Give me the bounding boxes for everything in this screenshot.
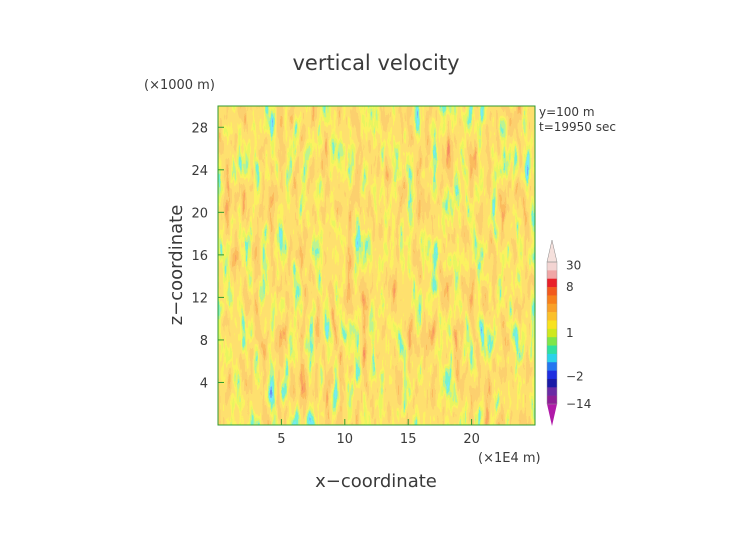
- colorbar-tick-label: 8: [566, 280, 574, 294]
- plot-frame: [217, 105, 536, 426]
- colorbar-segment: [547, 387, 557, 396]
- y-tick-label: 12: [191, 291, 208, 306]
- colorbar-segment: [547, 295, 557, 305]
- annotation-y-position: y=100 m: [539, 105, 595, 119]
- colorbar-segment: [547, 320, 557, 330]
- x-axis-label: x−coordinate: [315, 471, 437, 492]
- colorbar-segment: [547, 278, 557, 288]
- y-tick-label: 24: [191, 164, 208, 179]
- x-unit-label: (×1E4 m): [478, 451, 541, 466]
- colorbar-segment: [547, 353, 557, 363]
- colorbar-tick-label: −14: [566, 397, 591, 411]
- y-tick-label: 20: [191, 206, 208, 221]
- colorbar-segment: [547, 337, 557, 346]
- colorbar-under-arrow: [547, 404, 557, 426]
- colorbar: 30 8 1 −2 −14: [546, 239, 591, 426]
- colorbar-segment: [547, 287, 557, 296]
- annotation-time: t=19950 sec: [539, 120, 616, 134]
- colorbar-tick-label: 30: [566, 258, 581, 272]
- colorbar-tick-label: 1: [566, 326, 574, 340]
- x-tick-label: 5: [277, 432, 285, 447]
- y-axis-label: z−coordinate: [166, 205, 187, 326]
- y-tick-label: 8: [200, 334, 208, 349]
- heatmap-field: [218, 106, 535, 425]
- x-tick-label: 15: [400, 432, 417, 447]
- y-tick-label: 4: [200, 376, 208, 391]
- x-axis-ticks: 5 10 15 20: [277, 419, 480, 447]
- colorbar-segment: [547, 370, 557, 380]
- colorbar-segment: [547, 270, 557, 280]
- y-tick-label: 16: [191, 249, 208, 264]
- colorbar-tick-label: −2: [566, 370, 584, 384]
- colorbar-frame: [546, 261, 558, 405]
- colorbar-segment: [547, 395, 557, 405]
- colorbar-segment: [547, 345, 557, 355]
- x-tick-label: 20: [463, 432, 480, 447]
- colorbar-segment: [547, 362, 557, 371]
- y-tick-label: 28: [191, 121, 208, 136]
- y-axis-ticks: 4 8 12 16 20 24 28: [191, 121, 224, 391]
- colorbar-segment: [547, 303, 557, 313]
- colorbar-segment: [547, 378, 557, 388]
- colorbar-segment: [547, 312, 557, 321]
- colorbar-segment: [547, 262, 557, 271]
- colorbar-segment: [547, 328, 557, 338]
- y-unit-label: (×1000 m): [144, 78, 215, 93]
- x-tick-label: 10: [337, 432, 354, 447]
- colorbar-over-arrow: [546, 239, 558, 263]
- chart-title: vertical velocity: [292, 51, 459, 75]
